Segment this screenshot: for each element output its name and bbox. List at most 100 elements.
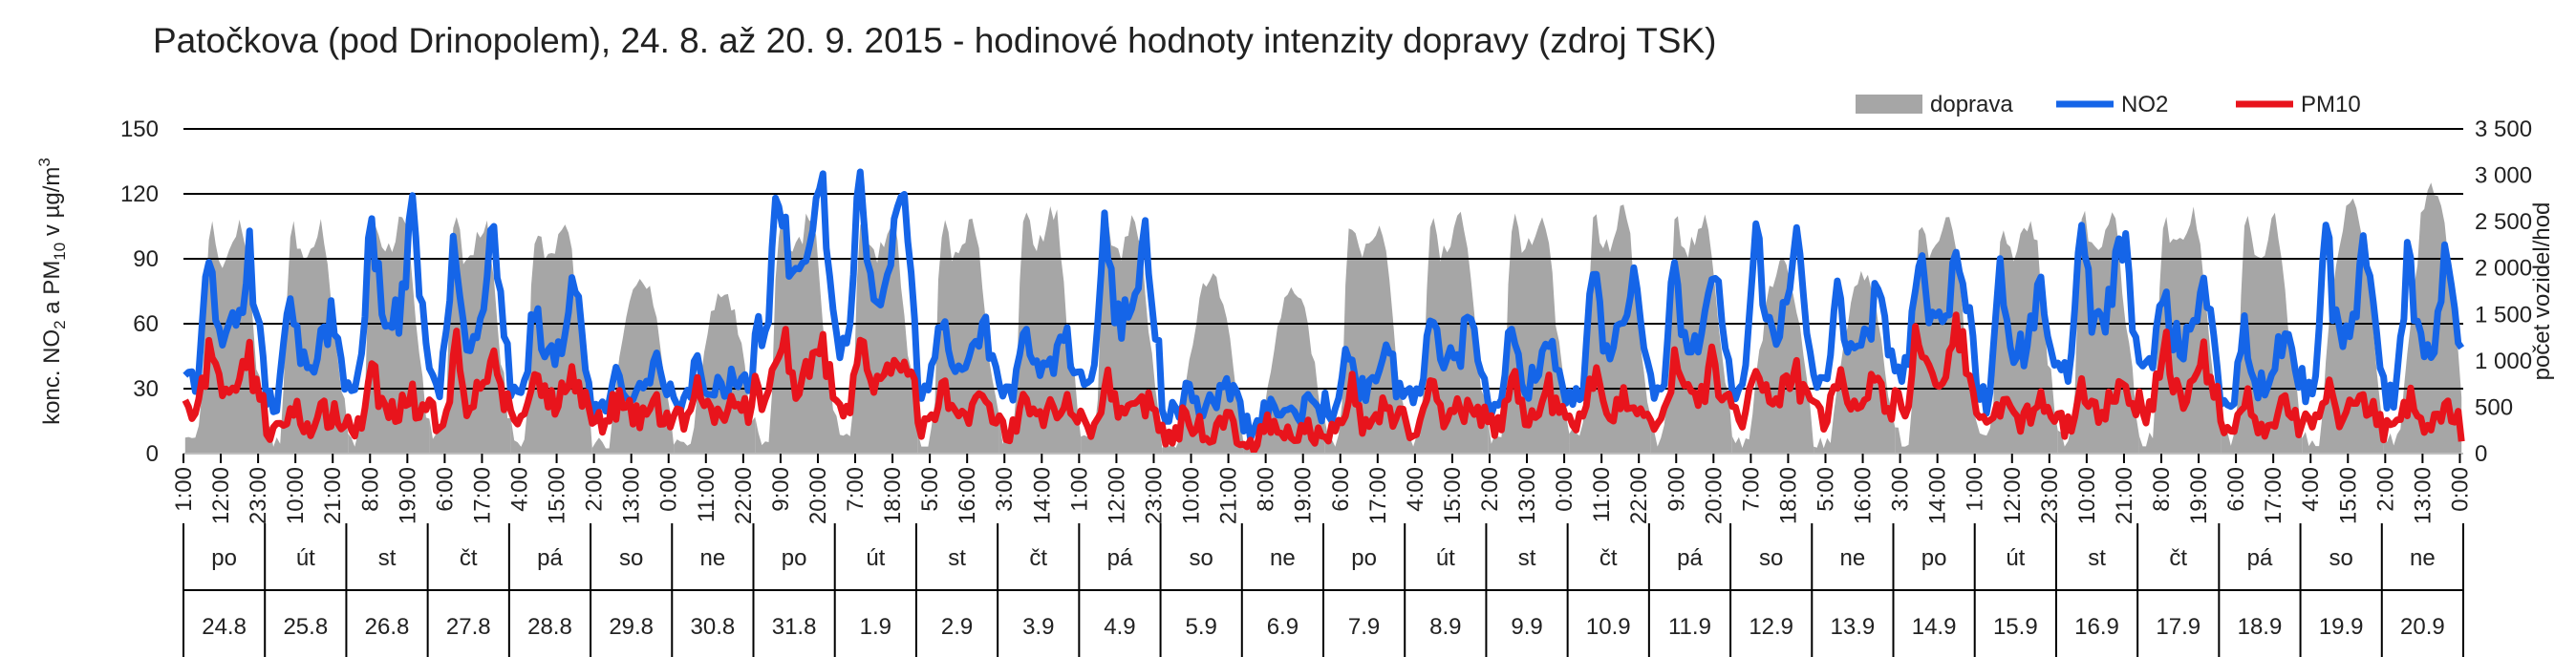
legend-label-no2: NO2	[2121, 92, 2168, 117]
hour-tick-label-3: 23:00	[246, 467, 271, 524]
hour-tick-label-58: 4:00	[2298, 467, 2324, 512]
hour-tick-label-13: 13:00	[619, 467, 645, 524]
day-date-1: 24.8	[202, 614, 247, 640]
hour-tick-label-21: 5:00	[917, 467, 943, 512]
hour-tick-label-10: 4:00	[507, 467, 533, 512]
day-name-10: st	[948, 545, 966, 571]
hour-tick-label-17: 9:00	[768, 467, 794, 512]
legend-label-pm10: PM10	[2301, 92, 2361, 117]
hour-tick-label-54: 8:00	[2149, 467, 2175, 512]
day-name-16: út	[1436, 545, 1455, 571]
y-right-axis-label: počet vozidel/hod	[2529, 202, 2555, 381]
day-name-4: čt	[460, 545, 478, 571]
y-right-tick-3000: 3 000	[2475, 163, 2532, 189]
day-date-9: 1.9	[860, 614, 891, 640]
hour-tick-label-8: 6:00	[432, 467, 458, 512]
day-name-19: pá	[1677, 545, 1703, 571]
hour-tick-label-5: 21:00	[320, 467, 346, 524]
hour-tick-label-31: 19:00	[1291, 467, 1317, 524]
day-name-17: st	[1518, 545, 1536, 571]
day-date-24: 16.9	[2074, 614, 2119, 640]
hour-tick-label-43: 7:00	[1738, 467, 1764, 512]
day-date-5: 28.8	[527, 614, 572, 640]
traffic-area-day-6	[591, 279, 675, 454]
hour-tick-label-4: 10:00	[283, 467, 309, 524]
hour-tick-label-56: 6:00	[2223, 467, 2249, 512]
pm10-series-line	[182, 311, 2465, 455]
day-date-18: 10.9	[1586, 614, 1631, 640]
hour-tick-label-39: 11:00	[1589, 467, 1615, 522]
hour-tick-label-53: 21:00	[2112, 467, 2137, 524]
day-name-15: po	[1351, 545, 1377, 571]
hour-tick-label-40: 22:00	[1626, 467, 1652, 524]
day-date-4: 27.8	[446, 614, 491, 640]
hour-tick-label-37: 13:00	[1514, 467, 1540, 524]
day-name-13: so	[1189, 545, 1213, 571]
hour-tick-label-32: 6:00	[1328, 467, 1354, 512]
hour-tick-label-1: 1:00	[171, 467, 197, 512]
traffic-area-day-11	[998, 205, 1082, 454]
traffic-area-day-7	[674, 293, 756, 454]
day-name-5: pá	[537, 545, 563, 571]
y-right-tick-500: 500	[2475, 394, 2513, 420]
hour-tick-label-49: 1:00	[1963, 467, 1988, 512]
traffic-area-day-26	[2221, 212, 2303, 454]
hour-tick-label-62: 0:00	[2447, 467, 2473, 512]
day-date-13: 5.9	[1185, 614, 1216, 640]
chart-title: Patočkova (pod Drinopolem), 24. 8. až 20…	[153, 21, 1717, 60]
day-date-19: 11.9	[1668, 614, 1711, 640]
y-right-tick-2500: 2 500	[2475, 209, 2532, 235]
day-name-22: po	[1921, 545, 1947, 571]
day-name-6: so	[619, 545, 643, 571]
day-date-23: 15.9	[1993, 614, 2038, 640]
y-right-tick-1000: 1 000	[2475, 349, 2532, 374]
day-name-8: po	[782, 545, 807, 571]
day-date-22: 14.9	[1912, 614, 1957, 640]
hour-tick-label-42: 20:00	[1701, 467, 1727, 524]
traffic-area-day-8	[755, 212, 837, 454]
day-date-25: 17.9	[2156, 614, 2200, 640]
day-date-27: 19.9	[2319, 614, 2364, 640]
y-left-tick-60: 60	[133, 311, 159, 337]
y-right-tick-3500: 3 500	[2475, 117, 2532, 142]
traffic-area-day-2	[267, 219, 349, 454]
hour-tick-label-25: 1:00	[1066, 467, 1092, 512]
hour-tick-label-44: 18:00	[1775, 467, 1801, 524]
day-date-16: 8.9	[1429, 614, 1461, 640]
hour-tick-label-46: 16:00	[1851, 467, 1877, 524]
hour-tick-label-18: 20:00	[805, 467, 831, 524]
hour-tick-label-35: 15:00	[1440, 467, 1466, 524]
y-left-tick-30: 30	[133, 376, 159, 402]
hour-tick-label-6: 8:00	[357, 467, 383, 512]
hour-tick-label-26: 12:00	[1104, 467, 1129, 524]
day-name-11: čt	[1029, 545, 1047, 571]
day-date-21: 13.9	[1831, 614, 1876, 640]
hour-tick-label-30: 8:00	[1254, 467, 1279, 512]
hour-tick-label-57: 17:00	[2261, 467, 2286, 524]
day-date-2: 25.8	[283, 614, 328, 640]
day-date-7: 30.8	[691, 614, 736, 640]
hour-tick-label-50: 12:00	[2000, 467, 2026, 524]
hour-tick-label-24: 14:00	[1029, 467, 1055, 524]
hour-tick-label-41: 9:00	[1664, 467, 1689, 512]
day-date-11: 3.9	[1022, 614, 1054, 640]
hour-tick-label-28: 10:00	[1179, 467, 1205, 524]
y-left-axis-label: konc. NO2 a PM10 v µg/m3	[35, 158, 69, 425]
hour-tick-label-34: 4:00	[1403, 467, 1428, 512]
day-date-15: 7.9	[1348, 614, 1380, 640]
hour-tick-label-15: 11:00	[694, 467, 719, 522]
traffic-area-day-9	[836, 219, 918, 454]
hour-tick-label-22: 16:00	[955, 467, 980, 524]
day-date-12: 4.9	[1104, 614, 1135, 640]
hour-tick-label-38: 0:00	[1552, 467, 1578, 512]
hour-tick-label-59: 15:00	[2335, 467, 2361, 524]
day-name-18: čt	[1599, 545, 1618, 571]
y-right-tick-2000: 2 000	[2475, 256, 2532, 282]
hour-tick-label-45: 5:00	[1813, 467, 1838, 512]
hour-tick-label-27: 23:00	[1141, 467, 1167, 524]
day-date-26: 18.9	[2238, 614, 2283, 640]
y-left-tick-150: 150	[120, 117, 159, 142]
day-date-3: 26.8	[365, 614, 410, 640]
day-name-12: pá	[1107, 545, 1133, 571]
day-name-27: so	[2329, 545, 2352, 571]
